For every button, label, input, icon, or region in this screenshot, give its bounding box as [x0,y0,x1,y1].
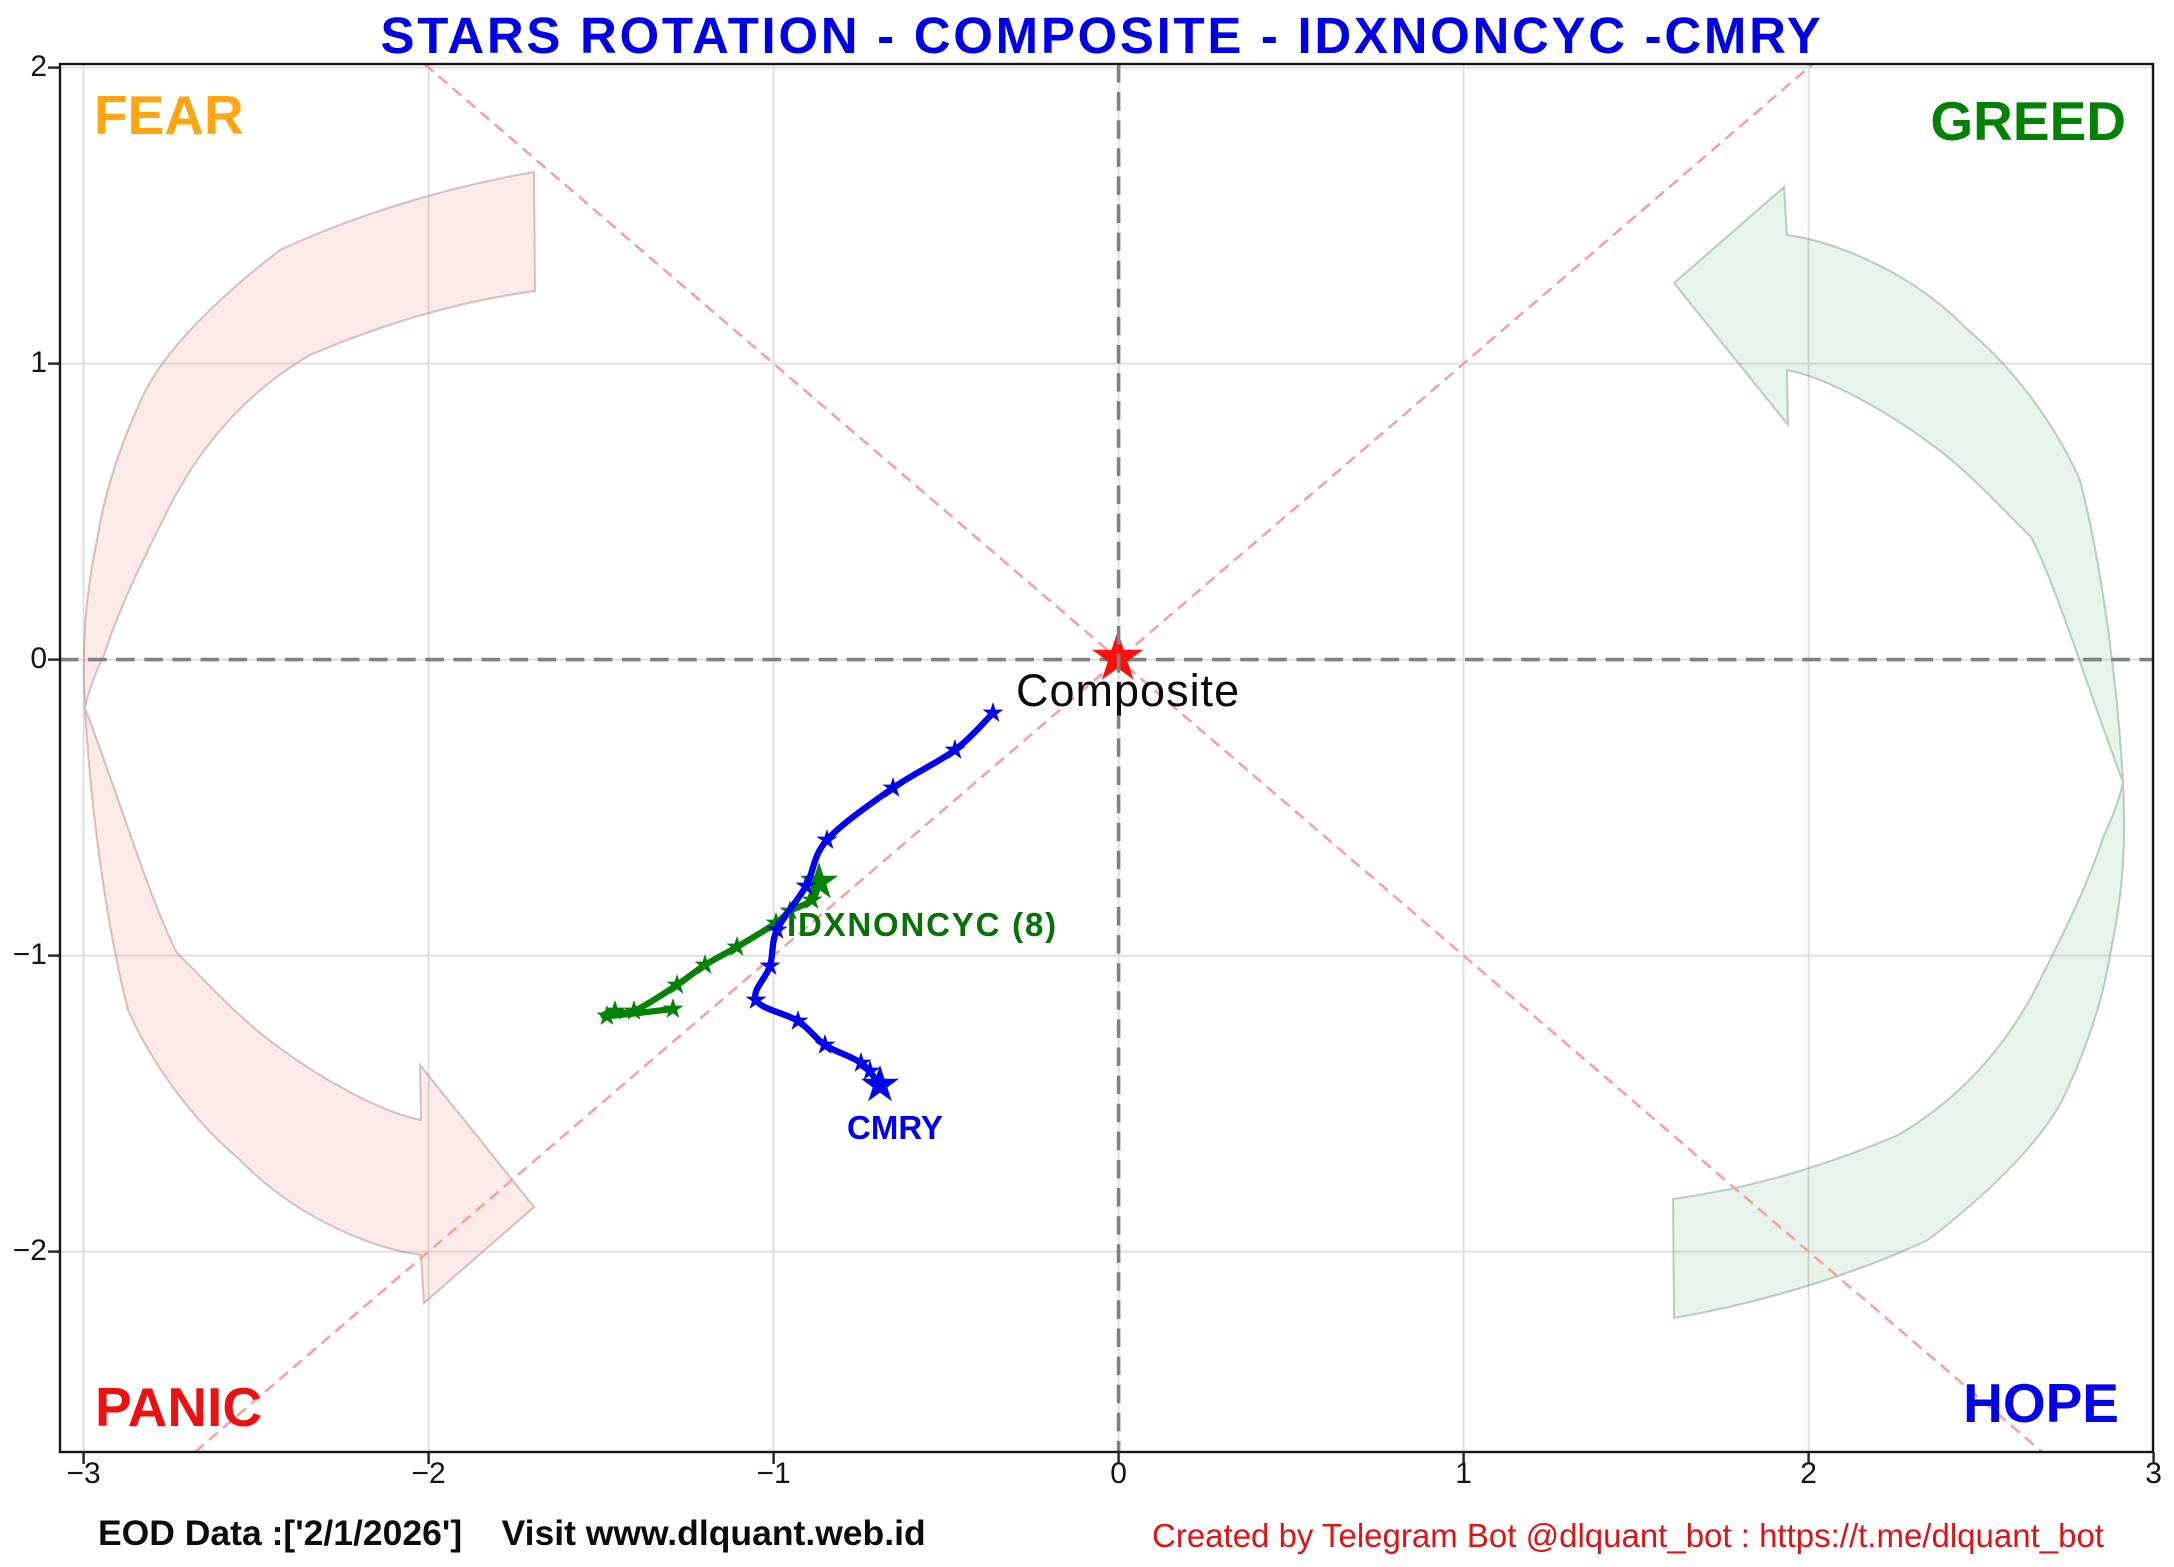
svg-text:CMRY: CMRY [847,1109,943,1146]
svg-text:2: 2 [30,50,47,83]
svg-text:1: 1 [1455,1457,1472,1490]
svg-text:3: 3 [2145,1457,2162,1490]
svg-text:Composite: Composite [1016,665,1240,716]
svg-text:2: 2 [1800,1457,1817,1490]
svg-text:0: 0 [30,642,47,675]
svg-text:1: 1 [30,346,47,379]
svg-text:PANIC: PANIC [95,1376,262,1438]
svg-text:GREED: GREED [1930,90,2126,152]
svg-text:FEAR: FEAR [94,84,244,146]
svg-text:STARS ROTATION - COMPOSITE - I: STARS ROTATION - COMPOSITE - IDXNONCYC -… [381,7,1824,64]
svg-text:−3: −3 [66,1457,100,1490]
svg-text:−1: −1 [13,938,47,971]
svg-text:HOPE: HOPE [1963,1372,2119,1434]
svg-text:0: 0 [1110,1457,1127,1490]
svg-text:IDXNONCYC (8): IDXNONCYC (8) [787,906,1058,943]
svg-text:Created by Telegram Bot @dlqua: Created by Telegram Bot @dlquant_bot : h… [1152,1517,2104,1554]
svg-text:EOD Data :['2/1/2026'] Visi: EOD Data :['2/1/2026'] Visit www.dlquant… [98,1513,926,1553]
svg-text:−2: −2 [411,1457,445,1490]
svg-text:−2: −2 [13,1234,47,1267]
svg-text:−1: −1 [756,1457,790,1490]
